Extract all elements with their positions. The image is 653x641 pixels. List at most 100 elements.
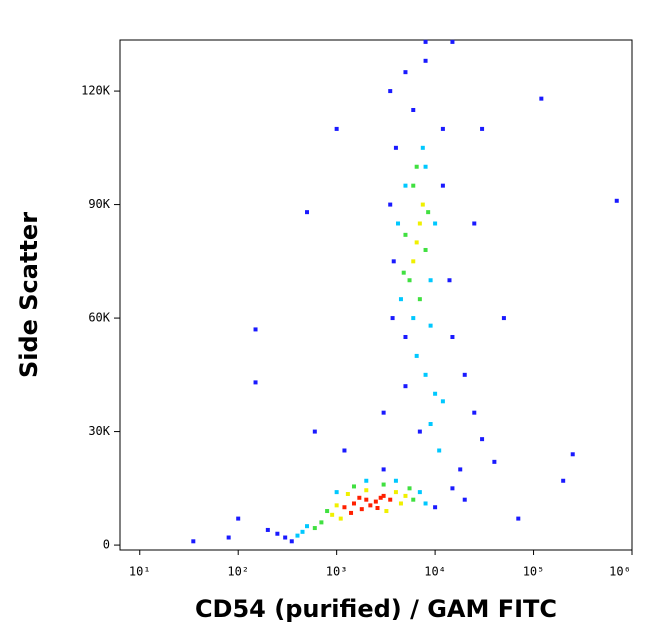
event-point [423,39,428,44]
event-point [384,509,389,514]
event-point [501,316,506,321]
event-point [423,58,428,63]
event-point [338,516,343,521]
event-point [359,507,364,512]
event-point [283,535,288,540]
event-point [390,316,395,321]
event-point [334,503,339,508]
x-tick-label: 10⁴ [424,565,446,579]
event-point [417,490,422,495]
y-axis-title: Side Scatter [15,212,43,378]
event-point [403,232,408,237]
event-point [351,484,356,489]
event-point [492,459,497,464]
event-point [401,270,406,275]
x-tick-label: 10¹ [129,565,151,579]
event-point [433,505,438,510]
event-point [398,297,403,302]
event-point [411,316,416,321]
event-point [357,495,362,500]
event-point [462,497,467,502]
event-point [447,278,452,283]
event-point [388,89,393,94]
event-point [428,422,433,427]
event-point [388,497,393,502]
event-point [398,501,403,506]
event-point [345,492,350,497]
event-point [433,221,438,226]
event-point [450,334,455,339]
event-point [368,503,373,508]
event-point [428,323,433,328]
event-point [305,524,310,529]
event-point [472,410,477,415]
y-tick-label: 90K [88,197,110,211]
event-point [305,210,310,215]
event-point [342,448,347,453]
event-point [414,164,419,169]
event-point [403,183,408,188]
event-point [334,490,339,495]
event-point [516,516,521,521]
event-point [426,210,431,215]
event-point [381,410,386,415]
event-point [561,478,566,483]
event-point [420,145,425,150]
event-point [226,535,231,540]
event-point [411,183,416,188]
event-point [295,533,300,538]
event-point [450,486,455,491]
event-point [364,488,369,493]
event-point [411,107,416,112]
event-point [265,527,270,532]
event-point [440,183,445,188]
event-point [407,486,412,491]
x-tick-label: 10² [227,565,249,579]
event-point [403,334,408,339]
y-tick-label: 30K [88,424,110,438]
event-point [364,497,369,502]
event-point [375,506,380,511]
event-point [614,198,619,203]
event-point [393,490,398,495]
event-point [388,202,393,207]
event-point [364,478,369,483]
event-point [472,221,477,226]
event-point [440,126,445,131]
event-point [423,501,428,506]
event-point [411,497,416,502]
event-point [450,39,455,44]
event-point [480,437,485,442]
event-point [414,353,419,358]
event-point [480,126,485,131]
event-point [407,278,412,283]
event-point [423,372,428,377]
event-point [403,493,408,498]
event-point [570,452,575,457]
event-point [325,509,330,514]
event-point [253,327,258,332]
event-point [393,145,398,150]
event-point [423,164,428,169]
y-tick-label: 0 [103,538,110,552]
event-point [378,495,383,500]
event-point [391,259,396,264]
event-point [403,384,408,389]
event-point [300,529,305,534]
event-point [275,531,280,536]
plot-frame [119,39,633,551]
event-point [319,520,324,525]
y-tick-label: 60K [88,311,110,325]
event-point [403,70,408,75]
event-point [330,512,335,517]
event-point [351,501,356,506]
event-point [393,478,398,483]
x-axis-title: CD54 (purified) / GAM FITC [195,595,557,623]
event-point [334,126,339,131]
event-point [411,259,416,264]
x-tick-label: 10³ [326,565,348,579]
event-point [437,448,442,453]
event-point [312,526,317,531]
